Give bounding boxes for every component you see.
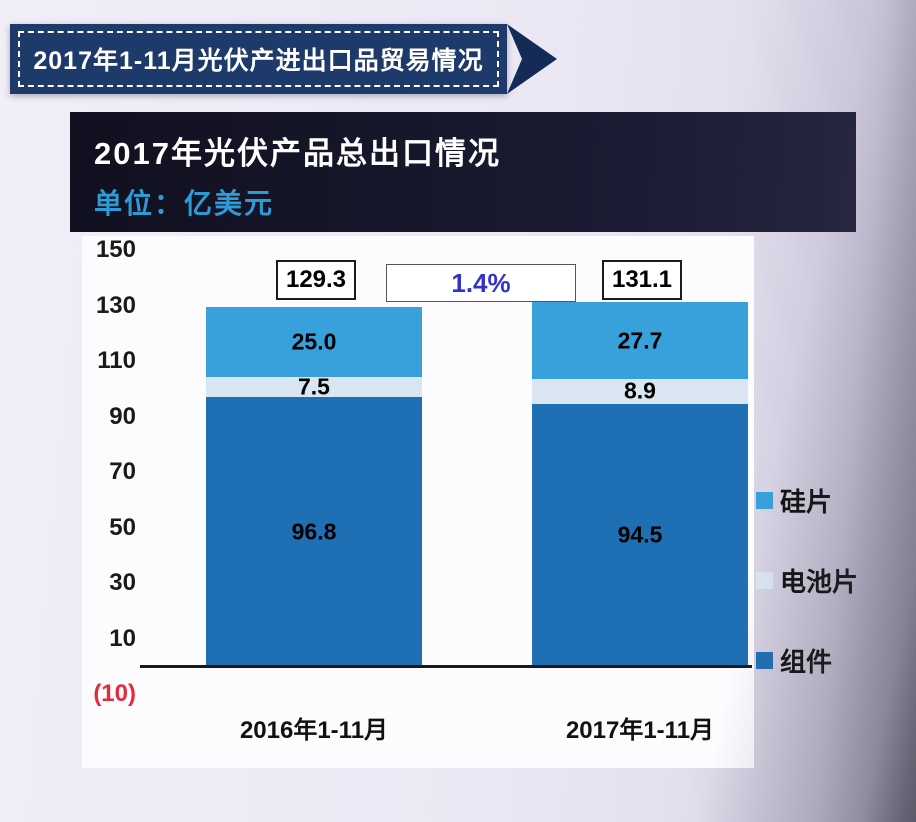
category-label-2017: 2017年1-11月 — [565, 717, 715, 744]
bar-segment: 7.5 — [206, 373, 422, 400]
bar-value-label: 25.0 — [291, 328, 337, 355]
y-tick-label: 10 — [109, 624, 136, 652]
y-tick-label: 110 — [97, 347, 136, 374]
title-ribbon: 2017年1-11月光伏产进出口品贸易情况 — [10, 24, 507, 94]
y-tick-label: 70 — [109, 458, 136, 485]
legend-label: 硅片 — [780, 487, 833, 517]
bar-segment: 94.5 — [532, 403, 748, 666]
total-label-2017: 131.1 — [602, 260, 682, 300]
chart-title: 2017年光伏产品总出口情况 — [94, 136, 501, 171]
bar-value-label: 7.5 — [298, 373, 330, 400]
legend-swatch-icon — [756, 492, 773, 509]
bar-segment: 8.9 — [532, 379, 748, 404]
legend-swatch-icon — [756, 572, 773, 589]
legend-item: 电池片 — [756, 562, 858, 599]
y-axis: 150 130 110 90 70 50 30 10 (10) — [82, 236, 136, 768]
growth-rate-label: 1.4% — [386, 264, 576, 302]
legend-swatch-icon — [756, 652, 773, 669]
y-tick-label: 30 — [109, 569, 136, 596]
legend-label: 电池片 — [780, 567, 859, 597]
ribbon-tail-decoration — [507, 24, 557, 94]
y-tick-label: (10) — [93, 680, 136, 707]
legend-item: 组件 — [756, 642, 858, 679]
y-tick-label: 50 — [109, 513, 136, 541]
y-tick-label: 150 — [95, 236, 136, 263]
slide-title: 2017年1-11月光伏产进出口品贸易情况 — [18, 31, 499, 87]
chart-unit-label: 单位：亿美元 — [94, 188, 275, 219]
bar-value-label: 96.8 — [291, 518, 337, 545]
bar-segment: 96.8 — [206, 397, 422, 666]
x-axis-line — [140, 665, 752, 668]
bar-segment: 25.0 — [206, 307, 422, 377]
category-label-2016: 2016年1-11月 — [239, 717, 389, 744]
chart-header-box: 2017年光伏产品总出口情况 单位：亿美元 — [70, 112, 856, 232]
chart-panel: 150 130 110 90 70 50 30 10 (10) 25.0 7.5 96.8 27.7 8… — [82, 236, 754, 768]
total-label-2016: 129.3 — [276, 260, 356, 300]
y-tick-label: 90 — [109, 402, 136, 430]
bar-segment: 27.7 — [532, 302, 748, 380]
legend-label: 组件 — [780, 647, 833, 677]
stacked-bar-1: 27.7 8.9 94.5 — [532, 302, 748, 666]
stacked-bar-0: 25.0 7.5 96.8 — [206, 307, 422, 666]
bar-value-label: 27.7 — [617, 327, 663, 354]
legend-item: 硅片 — [756, 482, 858, 519]
bar-value-label: 8.9 — [624, 377, 656, 404]
chart-legend: 硅片 电池片 组件 — [756, 482, 858, 722]
bar-value-label: 94.5 — [617, 521, 663, 548]
y-tick-label: 130 — [95, 291, 136, 319]
plot-area: 25.0 7.5 96.8 27.7 8.9 94.5 — [140, 250, 752, 694]
